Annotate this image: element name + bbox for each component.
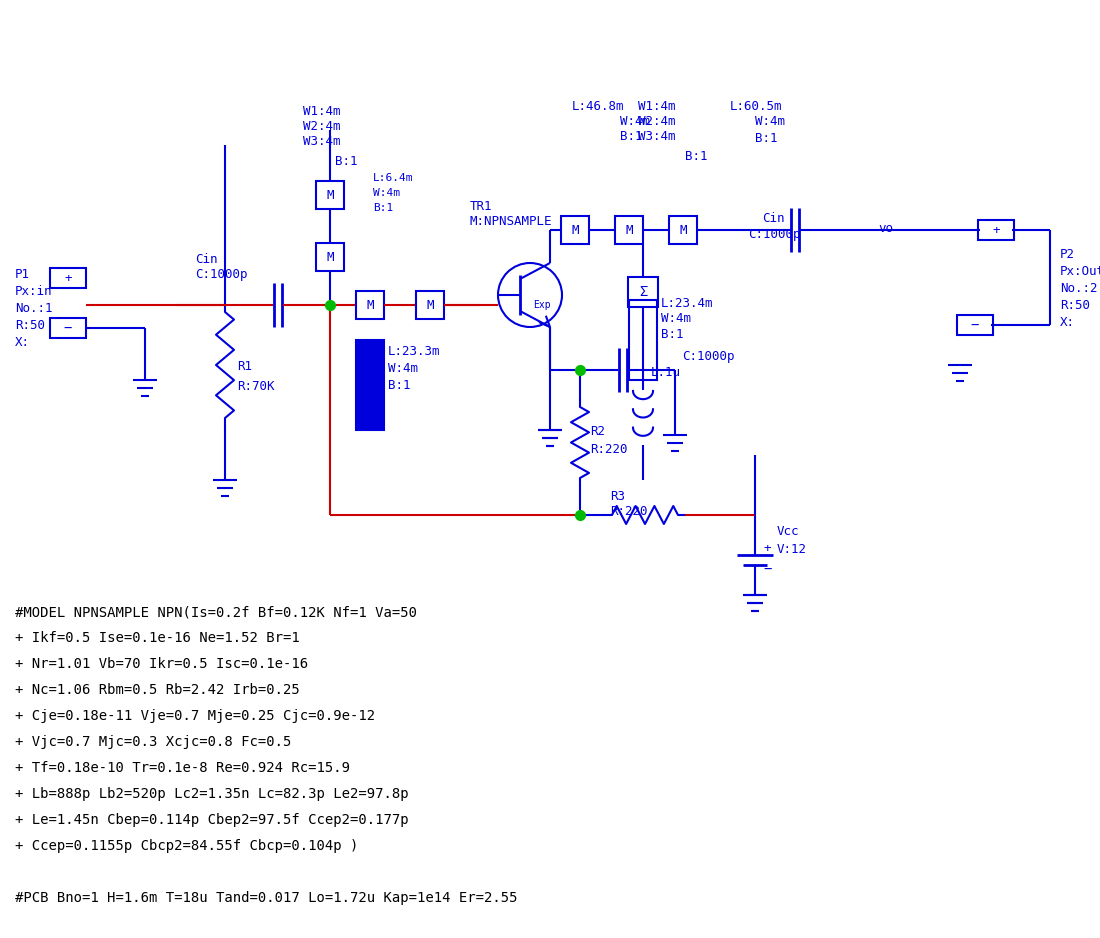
Bar xyxy=(316,181,344,209)
Text: #PCB Bno=1 H=1.6m T=18u Tand=0.017 Lo=1.72u Kap=1e14 Er=2.55: #PCB Bno=1 H=1.6m T=18u Tand=0.017 Lo=1.… xyxy=(15,891,517,905)
Text: M: M xyxy=(327,189,333,202)
Bar xyxy=(615,216,644,244)
Text: L:23.4m: L:23.4m xyxy=(661,297,714,310)
Text: +: + xyxy=(763,542,770,555)
Text: L:46.8m: L:46.8m xyxy=(572,100,625,113)
Text: R1: R1 xyxy=(236,360,252,373)
Text: B:1: B:1 xyxy=(620,130,642,143)
Text: L:60.5m: L:60.5m xyxy=(730,100,782,113)
Text: #MODEL NPNSAMPLE NPN(Is=0.2f Bf=0.12K Nf=1 Va=50: #MODEL NPNSAMPLE NPN(Is=0.2f Bf=0.12K Nf… xyxy=(15,605,417,619)
Bar xyxy=(416,291,444,319)
Text: V:12: V:12 xyxy=(777,543,807,556)
Text: M: M xyxy=(680,223,686,236)
Text: vo: vo xyxy=(878,222,893,235)
Text: +: + xyxy=(992,223,1000,236)
Text: M: M xyxy=(327,250,333,264)
Text: P1: P1 xyxy=(15,268,30,281)
Text: R:50: R:50 xyxy=(15,319,45,332)
Text: W:4m: W:4m xyxy=(373,188,400,198)
Text: B:1: B:1 xyxy=(685,150,707,163)
Text: B:1: B:1 xyxy=(373,203,394,213)
Text: M: M xyxy=(366,298,374,311)
Text: M:NPNSAMPLE: M:NPNSAMPLE xyxy=(470,215,552,228)
Bar xyxy=(957,315,993,335)
Text: R:220: R:220 xyxy=(610,505,648,518)
Text: W2:4m: W2:4m xyxy=(638,115,675,128)
Text: W1:4m: W1:4m xyxy=(638,100,675,113)
Text: M: M xyxy=(427,298,433,311)
Bar xyxy=(561,216,588,244)
Text: L:1u: L:1u xyxy=(651,366,681,379)
Text: C:1000p: C:1000p xyxy=(748,228,801,241)
Text: R:50: R:50 xyxy=(1060,299,1090,312)
Text: + Vjc=0.7 Mjc=0.3 Xcjc=0.8 Fc=0.5: + Vjc=0.7 Mjc=0.3 Xcjc=0.8 Fc=0.5 xyxy=(15,735,292,749)
Text: B:1: B:1 xyxy=(388,379,410,392)
Text: −: − xyxy=(763,562,771,576)
Text: + Ccep=0.1155p Cbcp2=84.55f Cbcp=0.104p ): + Ccep=0.1155p Cbcp2=84.55f Cbcp=0.104p … xyxy=(15,839,359,853)
Text: −: − xyxy=(971,318,979,332)
Text: Vcc: Vcc xyxy=(777,525,800,538)
Text: Px:in: Px:in xyxy=(15,285,53,298)
Text: −: − xyxy=(64,321,73,335)
Text: + Cje=0.18e-11 Vje=0.7 Mje=0.25 Cjc=0.9e-12: + Cje=0.18e-11 Vje=0.7 Mje=0.25 Cjc=0.9e… xyxy=(15,709,375,723)
Text: W3:4m: W3:4m xyxy=(638,130,675,143)
Bar xyxy=(628,277,658,307)
Bar xyxy=(356,291,384,319)
Text: Σ: Σ xyxy=(639,285,647,299)
Text: + Le=1.45n Cbep=0.114p Cbep2=97.5f Ccep2=0.177p: + Le=1.45n Cbep=0.114p Cbep2=97.5f Ccep2… xyxy=(15,813,408,827)
Text: L:23.3m: L:23.3m xyxy=(388,345,440,358)
Text: R:220: R:220 xyxy=(590,443,627,456)
Text: Cin: Cin xyxy=(195,253,218,266)
Text: P2: P2 xyxy=(1060,248,1075,261)
Text: Cin: Cin xyxy=(762,212,784,225)
Text: W:4m: W:4m xyxy=(388,362,418,375)
Text: L:6.4m: L:6.4m xyxy=(373,173,414,183)
Bar xyxy=(978,220,1014,240)
Text: W:4m: W:4m xyxy=(620,115,650,128)
Text: M: M xyxy=(571,223,579,236)
Bar xyxy=(356,340,384,430)
Text: + Lb=888p Lb2=520p Lc2=1.35n Lc=82.3p Le2=97.8p: + Lb=888p Lb2=520p Lc2=1.35n Lc=82.3p Le… xyxy=(15,787,408,801)
Text: M: M xyxy=(625,223,632,236)
Text: + Nr=1.01 Vb=70 Ikr=0.5 Isc=0.1e-16: + Nr=1.01 Vb=70 Ikr=0.5 Isc=0.1e-16 xyxy=(15,657,308,671)
Text: R2: R2 xyxy=(590,425,605,438)
Text: B:1: B:1 xyxy=(755,132,778,145)
Text: Exp: Exp xyxy=(534,300,551,310)
Bar xyxy=(629,300,657,380)
Text: C:1000p: C:1000p xyxy=(682,350,735,363)
Text: + Ikf=0.5 Ise=0.1e-16 Ne=1.52 Br=1: + Ikf=0.5 Ise=0.1e-16 Ne=1.52 Br=1 xyxy=(15,631,299,645)
Text: No.:1: No.:1 xyxy=(15,302,53,315)
Text: TR1: TR1 xyxy=(470,200,493,213)
Text: B:1: B:1 xyxy=(336,155,358,168)
Text: + Nc=1.06 Rbm=0.5 Rb=2.42 Irb=0.25: + Nc=1.06 Rbm=0.5 Rb=2.42 Irb=0.25 xyxy=(15,683,299,697)
Text: W3:4m: W3:4m xyxy=(302,135,341,148)
Text: W1:4m: W1:4m xyxy=(302,105,341,118)
Text: B:1: B:1 xyxy=(661,328,683,341)
Bar xyxy=(50,318,86,338)
Bar xyxy=(50,268,86,288)
Text: No.:2: No.:2 xyxy=(1060,282,1098,295)
Text: W:4m: W:4m xyxy=(755,115,785,128)
Text: C:1000p: C:1000p xyxy=(195,268,248,281)
Text: X:: X: xyxy=(15,336,30,349)
Text: R3: R3 xyxy=(610,490,625,503)
Text: W2:4m: W2:4m xyxy=(302,120,341,133)
Bar xyxy=(316,243,344,271)
Text: +: + xyxy=(64,271,72,284)
Text: X:: X: xyxy=(1060,316,1075,329)
Bar xyxy=(669,216,697,244)
Text: Px:Out: Px:Out xyxy=(1060,265,1100,278)
Text: W:4m: W:4m xyxy=(661,312,691,325)
Text: R:70K: R:70K xyxy=(236,380,275,393)
Text: + Tf=0.18e-10 Tr=0.1e-8 Re=0.924 Rc=15.9: + Tf=0.18e-10 Tr=0.1e-8 Re=0.924 Rc=15.9 xyxy=(15,761,350,775)
